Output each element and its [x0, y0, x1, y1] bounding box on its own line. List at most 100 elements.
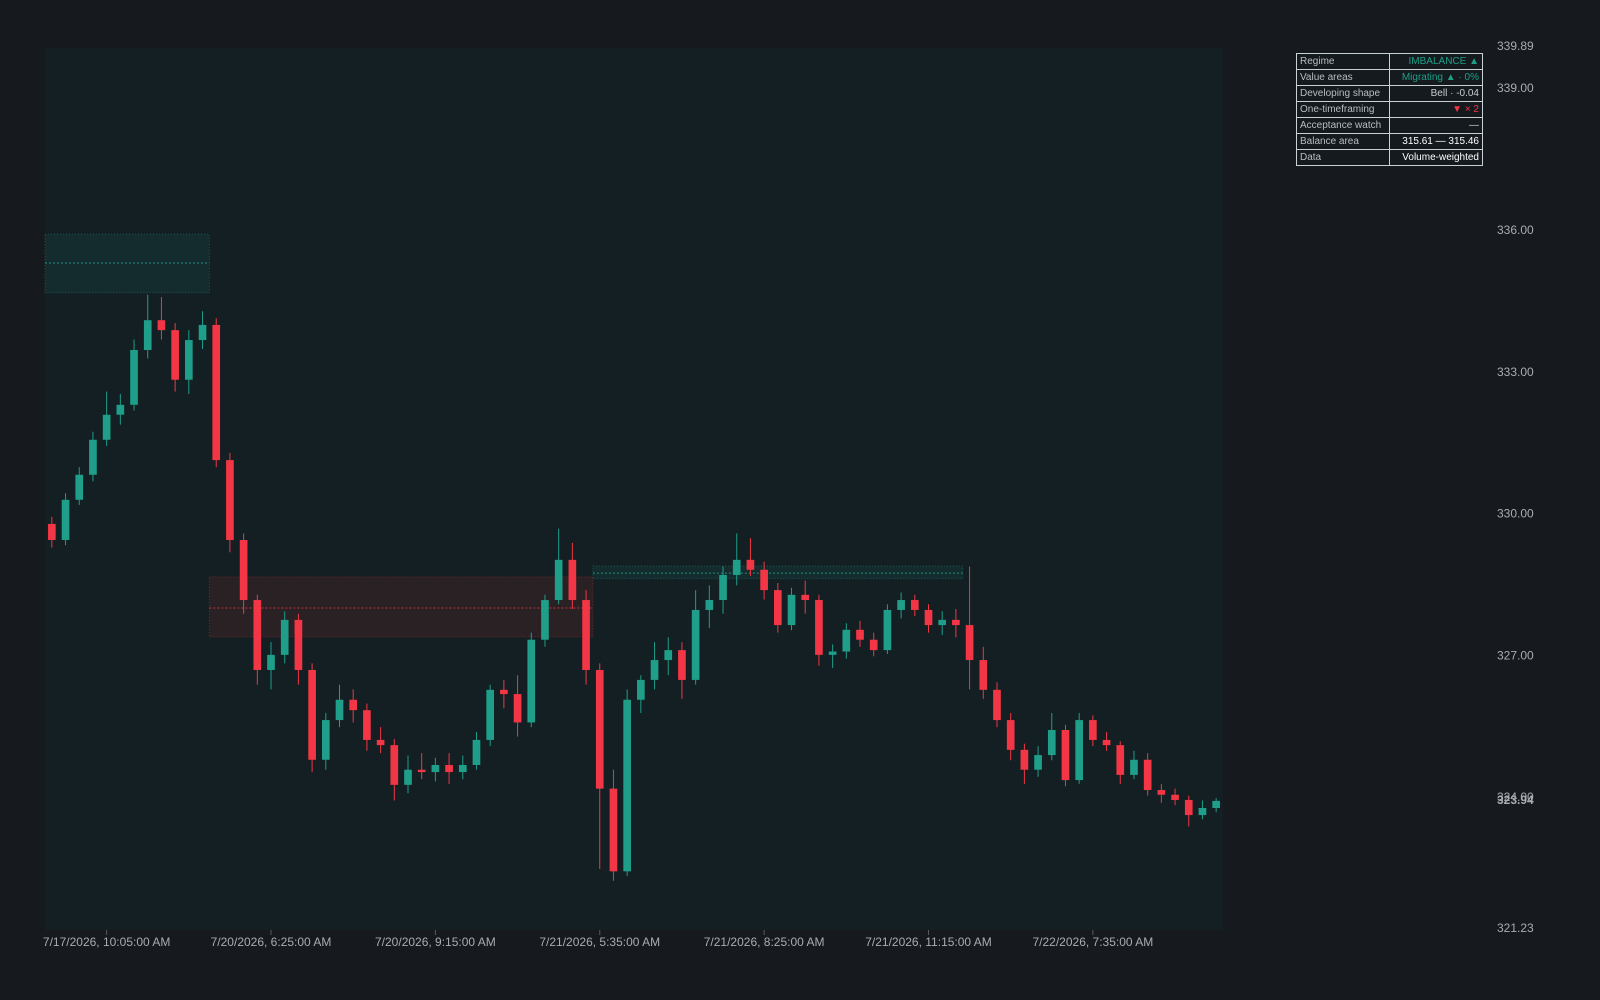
- y-tick-label: 339.00: [1497, 81, 1534, 95]
- candle-body: [691, 609, 700, 680]
- value-area: [592, 565, 964, 580]
- candle-body: [472, 739, 481, 765]
- candle-body: [431, 764, 440, 773]
- candle-body: [321, 720, 330, 760]
- candle-body: [952, 619, 960, 626]
- candle-body: [1075, 720, 1084, 781]
- value-area: [208, 576, 594, 638]
- candle-body: [746, 559, 755, 570]
- info-label: Regime: [1296, 53, 1390, 70]
- info-label: Data: [1296, 149, 1390, 166]
- candle-body: [650, 660, 659, 680]
- candle-body: [527, 639, 536, 723]
- y-tick-label: 336.00: [1497, 223, 1534, 237]
- candle-body: [1171, 794, 1179, 800]
- candle-body: [61, 499, 70, 540]
- candle-body: [102, 414, 111, 440]
- candle-body: [609, 788, 618, 872]
- candle-body: [335, 699, 344, 721]
- info-value: Bell · -0.04: [1389, 85, 1483, 102]
- info-row: One-timeframing ▼ × 2: [1296, 101, 1483, 118]
- candle-body: [349, 699, 358, 711]
- y-tick-label: 321.23: [1497, 921, 1534, 935]
- candle-body: [1089, 720, 1097, 740]
- candle-body: [376, 739, 385, 746]
- candle-body: [280, 619, 289, 655]
- candle-body: [993, 689, 1001, 721]
- last-price-label: 323.94: [1497, 793, 1534, 807]
- candle-body: [363, 710, 371, 740]
- candle-body: [75, 474, 84, 500]
- candle-body: [212, 324, 221, 461]
- candle-body: [513, 694, 522, 723]
- y-tick-label: 324.00: [1497, 790, 1534, 804]
- candle-body: [458, 764, 467, 773]
- candle-body: [801, 594, 810, 601]
- candle-body: [1198, 807, 1207, 816]
- info-value: Volume-weighted: [1389, 149, 1483, 166]
- info-label: One-timeframing: [1296, 101, 1390, 118]
- x-tick-label: 7/20/2026, 9:15:00 AM: [375, 935, 496, 949]
- candle-body: [1102, 739, 1111, 746]
- x-tick-label: 7/21/2026, 5:35:00 AM: [539, 935, 660, 949]
- candle-body: [253, 600, 262, 670]
- candle-body: [883, 609, 892, 651]
- x-tick-label: 7/21/2026, 8:25:00 AM: [704, 935, 825, 949]
- candle-body: [897, 600, 905, 610]
- candle-body: [1130, 759, 1138, 775]
- candle-body: [171, 330, 179, 380]
- candle-body: [869, 639, 878, 651]
- candle-body: [486, 689, 495, 740]
- info-row: Balance area 315.61 — 315.46: [1296, 133, 1483, 150]
- info-row: Acceptance watch —: [1296, 117, 1483, 134]
- candle-body: [1047, 730, 1056, 756]
- info-label: Value areas: [1296, 69, 1390, 86]
- info-row: Data Volume-weighted: [1296, 149, 1483, 166]
- candle-body: [760, 569, 768, 591]
- candle-body: [89, 439, 97, 475]
- candle-body: [417, 769, 426, 773]
- x-tick-label: 7/21/2026, 11:15:00 AM: [865, 935, 992, 949]
- candle-body: [226, 460, 234, 540]
- candle-body: [1184, 799, 1193, 816]
- candle-body: [678, 650, 686, 680]
- info-value: 315.61 — 315.46: [1389, 133, 1483, 150]
- candle-body: [910, 600, 919, 610]
- y-tick-label: 339.89: [1497, 39, 1534, 53]
- y-tick-label: 327.00: [1497, 648, 1534, 662]
- x-tick-label: 7/20/2026, 6:25:00 AM: [211, 935, 332, 949]
- candle-body: [664, 650, 673, 661]
- plot-area: [45, 48, 1223, 930]
- info-label: Developing shape: [1296, 85, 1390, 102]
- candle-body: [773, 590, 782, 626]
- x-tick-label: 7/22/2026, 7:35:00 AM: [1032, 935, 1153, 949]
- info-value: IMBALANCE ▲: [1389, 53, 1483, 70]
- candle-body: [404, 769, 412, 785]
- info-label: Balance area: [1296, 133, 1390, 150]
- candle-body: [568, 559, 577, 601]
- candle-body: [1212, 800, 1220, 808]
- candle-body: [1061, 730, 1070, 781]
- candle-body: [1006, 720, 1015, 750]
- candle-body: [500, 689, 508, 695]
- candle-body: [815, 600, 823, 655]
- candle-body: [1034, 755, 1042, 770]
- candle-body: [924, 609, 933, 626]
- candle-body: [787, 594, 796, 626]
- info-value: Migrating ▲ · 0%: [1389, 69, 1483, 86]
- candle-body: [198, 324, 207, 341]
- candle-body: [938, 619, 947, 626]
- candle-body: [184, 340, 193, 380]
- candle-body: [157, 320, 166, 331]
- candle-body: [1116, 745, 1125, 775]
- info-row: Developing shape Bell · -0.04: [1296, 85, 1483, 102]
- candle-body: [143, 320, 152, 350]
- y-tick-label: 330.00: [1497, 507, 1534, 521]
- candle-body: [828, 651, 837, 655]
- candle-body: [116, 404, 125, 415]
- candle-body: [732, 559, 741, 575]
- candle-body: [267, 654, 275, 670]
- candle-body: [719, 574, 727, 601]
